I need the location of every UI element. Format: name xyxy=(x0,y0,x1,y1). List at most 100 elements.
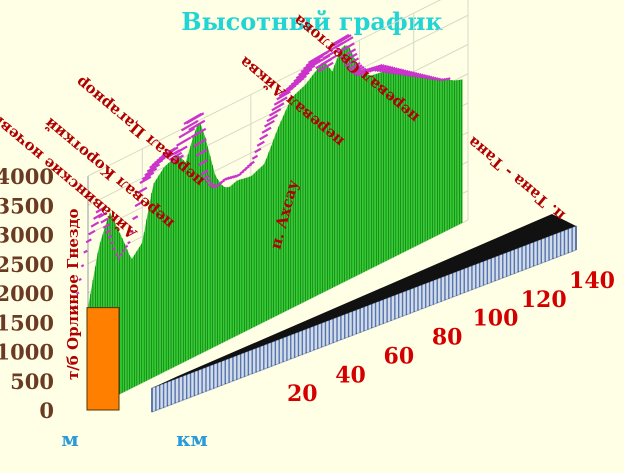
ridge-segment xyxy=(395,68,405,76)
ridge-segment xyxy=(139,175,152,185)
ridge-segment xyxy=(339,48,357,60)
ridge-segment xyxy=(185,112,205,125)
ridge-segment xyxy=(273,96,288,106)
ridge-segment xyxy=(254,147,262,154)
ridge-segment xyxy=(427,75,433,80)
ridge-segment xyxy=(97,211,108,219)
ridge-segment xyxy=(90,221,100,228)
x-tick-label: 40 xyxy=(335,362,366,388)
ridge-segment xyxy=(329,33,350,47)
ridge-segment xyxy=(410,71,418,78)
y-tick-label: 0 xyxy=(39,398,54,423)
ridge-segment xyxy=(386,66,396,74)
ridge-segment xyxy=(351,65,365,75)
ridge-segment xyxy=(132,215,139,221)
ridge-segment xyxy=(403,70,411,77)
ridge-segment xyxy=(383,66,394,74)
y-axis-label: м xyxy=(61,427,78,451)
ridge-segment xyxy=(95,205,107,214)
ridge-segment xyxy=(117,256,121,260)
ridge-segment xyxy=(434,77,440,81)
ridge-segment xyxy=(417,73,424,79)
ridge-segment xyxy=(124,244,129,249)
ridge-segment xyxy=(263,119,275,128)
ridge-segment xyxy=(413,72,420,78)
ridge-segment xyxy=(310,50,329,63)
ridge-segment xyxy=(80,264,85,268)
ridge-segment xyxy=(188,119,206,131)
profile-area xyxy=(73,33,463,411)
ridge-segment xyxy=(398,69,407,76)
ridge-segment xyxy=(193,138,207,148)
ridge-segment xyxy=(422,74,429,79)
ridge-segment xyxy=(373,64,386,72)
ridge-segment xyxy=(259,133,269,141)
ridge-segment xyxy=(73,305,77,309)
ridge-segment xyxy=(83,249,88,254)
y-tick-label: 500 xyxy=(10,369,54,394)
ridge-segment xyxy=(136,186,148,195)
ridge-segment xyxy=(388,67,398,74)
ridge-segment xyxy=(332,34,352,47)
ridge-segment xyxy=(249,160,255,166)
distance-box-top xyxy=(152,214,576,388)
ridge-segment xyxy=(391,67,401,75)
ridge-segment xyxy=(261,126,272,134)
ridge-segment xyxy=(78,277,82,282)
ridge-segment xyxy=(163,146,179,157)
y-tick-label: 3000 xyxy=(0,223,54,248)
ridge-segment xyxy=(342,52,358,64)
ridge-segment xyxy=(207,181,214,187)
ridge-segment xyxy=(100,217,109,224)
ridge-segment xyxy=(295,68,313,80)
ridge-segment xyxy=(102,223,111,229)
ridge-segment xyxy=(437,77,442,82)
x-tick-label: 60 xyxy=(384,343,415,369)
ridge-segment xyxy=(371,63,383,72)
ridge-segment xyxy=(110,240,114,245)
ridge-segment xyxy=(88,229,96,236)
y-tick-label: 3500 xyxy=(0,193,54,218)
ridge-segment xyxy=(271,102,285,112)
ridge-segment xyxy=(344,57,360,68)
ridge-segment xyxy=(92,212,103,220)
y-tick-label: 4000 xyxy=(0,164,54,189)
ridge-segment xyxy=(122,248,126,252)
ridge-segment xyxy=(146,163,161,173)
ridge-segment xyxy=(400,69,409,76)
ridge-segment xyxy=(251,154,259,160)
annotation-label: т/б Орлиное Гнездо xyxy=(64,209,82,380)
ridge-segment xyxy=(119,252,124,256)
ridge-segment xyxy=(105,228,112,234)
ridge-segment xyxy=(276,90,291,101)
x-axis-label: км xyxy=(176,427,208,451)
ridge-segment xyxy=(430,76,435,81)
ridge-segment xyxy=(180,119,199,132)
ridge-segment xyxy=(210,183,216,189)
ridge-segment xyxy=(405,70,414,77)
ridge-segment xyxy=(376,64,388,73)
y-tick-label: 2000 xyxy=(0,281,54,306)
ridge-segment xyxy=(408,71,416,77)
ridge-segment xyxy=(432,76,437,81)
ridge-segment xyxy=(198,159,208,167)
x-tick-label: 100 xyxy=(472,306,518,332)
ridge-segment xyxy=(112,246,117,251)
ridge-segment xyxy=(347,61,361,72)
ridge-segment xyxy=(381,65,392,73)
x-tick-label: 20 xyxy=(287,381,318,407)
ridge-segment xyxy=(447,77,451,81)
ridge-segment xyxy=(425,75,431,80)
ridge-segment xyxy=(173,145,188,155)
ridge-segment xyxy=(205,178,212,184)
ridge-segment xyxy=(176,136,192,147)
x-tick-label: 140 xyxy=(569,268,615,294)
ridge-segment xyxy=(144,167,158,177)
ridge-segment xyxy=(256,140,265,147)
ridge-segment xyxy=(303,58,321,70)
ridge-segment xyxy=(202,174,210,180)
ridge-segment xyxy=(178,127,196,139)
